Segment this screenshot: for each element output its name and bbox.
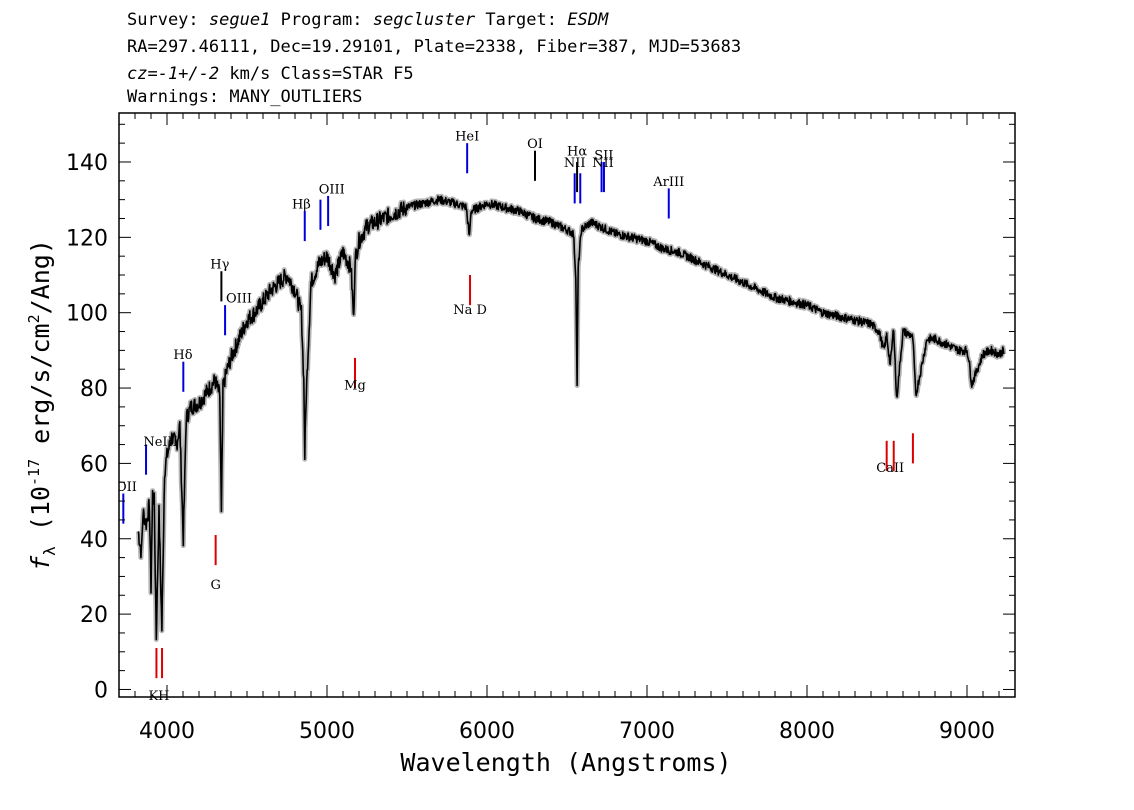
- y-tick-label: 20: [80, 603, 108, 628]
- spectrum-error-band: [135, 193, 1007, 642]
- y-tick-label: 120: [66, 226, 108, 251]
- spectral-line-label: KH: [148, 689, 169, 704]
- line-labels-layer: HeIOIHαNIISIINIIArIIIOIIIHβHγOIIIHδNeIII…: [116, 130, 904, 705]
- header-line-coords: RA=297.46111, Dec=19.29101, Plate=2338, …: [127, 37, 742, 57]
- plot-frame: [118, 112, 1016, 698]
- spectral-line-label: SII: [594, 148, 613, 163]
- spectral-line-label: Hα: [567, 145, 587, 160]
- x-tick-label: 5000: [299, 719, 355, 744]
- x-axis-title: Wavelength (Angstroms): [400, 748, 731, 777]
- header-line-redshift: cz=-1+/-2 km/s Class=STAR F5: [127, 64, 414, 84]
- y-axis-subscript: λ: [40, 546, 59, 556]
- program-label: Program:: [280, 10, 363, 30]
- y-tick-label: 100: [66, 302, 108, 327]
- error-band-layer: [135, 193, 1007, 642]
- survey-value: segue1: [208, 10, 271, 30]
- y-tick-label: 80: [80, 377, 108, 402]
- y-axis-exp-b: 2: [25, 314, 43, 323]
- y-axis-units-a: (10: [26, 486, 55, 546]
- y-axis-exp-a: -17: [25, 459, 43, 486]
- spectral-line-label: Na D: [453, 303, 487, 318]
- y-axis-title: fλ (10-17 erg/s/cm2/Ang): [25, 239, 59, 571]
- spectral-line-label: OI: [527, 137, 543, 152]
- y-axis-symbol: f: [26, 555, 55, 571]
- spectral-line-label: OIII: [319, 182, 345, 197]
- spectral-lines-layer: [122, 143, 914, 679]
- spectral-line-label: NII: [592, 156, 614, 171]
- spectral-line-label: ArIII: [652, 175, 684, 190]
- spectral-line-label: NeIII: [143, 435, 177, 450]
- spectral-line-label: OII: [116, 480, 137, 495]
- x-tick-label: 4000: [139, 719, 195, 744]
- y-tick-label: 40: [80, 528, 108, 553]
- y-axis-units-b: erg/s/cm: [26, 323, 55, 458]
- x-tick-label: 7000: [619, 719, 675, 744]
- header-line-survey: Survey: segue1 Program: segcluster Targe…: [127, 10, 608, 30]
- spectral-line-label: Hδ: [173, 348, 192, 363]
- spectral-line-label: NII: [564, 156, 586, 171]
- x-tick-label: 6000: [459, 719, 515, 744]
- spectral-line-label: Hγ: [210, 258, 229, 273]
- x-tick-label: 8000: [779, 719, 835, 744]
- spectral-line-label: CaII: [876, 461, 904, 476]
- y-tick-label: 0: [94, 678, 108, 703]
- x-tick-label: 9000: [939, 719, 995, 744]
- survey-label: Survey:: [127, 10, 199, 30]
- y-axis-units-c: /Ang): [26, 239, 55, 314]
- spectral-line-label: OIII: [226, 292, 252, 307]
- spectral-line-label: Hβ: [292, 197, 311, 212]
- cz-value: cz=-1+/-2: [127, 64, 220, 84]
- target-label: Target:: [485, 10, 557, 30]
- spectral-line-label: Mg: [344, 378, 366, 393]
- header-line-warnings: Warnings: MANY_OUTLIERS: [127, 87, 363, 107]
- spectrum-line: [137, 195, 1005, 641]
- spectral-line-label: HeI: [455, 130, 479, 145]
- spectral-line-label: G: [210, 578, 220, 593]
- program-value: segcluster: [372, 10, 476, 30]
- plot-frame-layer: 4000 5000 6000 7000 8000 9000 0 20 40 60 80 100 120 1…: [66, 112, 1016, 744]
- class-value: km/s Class=STAR F5: [229, 64, 414, 84]
- target-value: ESDM: [567, 10, 609, 30]
- y-tick-label: 60: [80, 452, 108, 477]
- spectrum-layer: [137, 195, 1005, 641]
- y-tick-label: 140: [66, 151, 108, 176]
